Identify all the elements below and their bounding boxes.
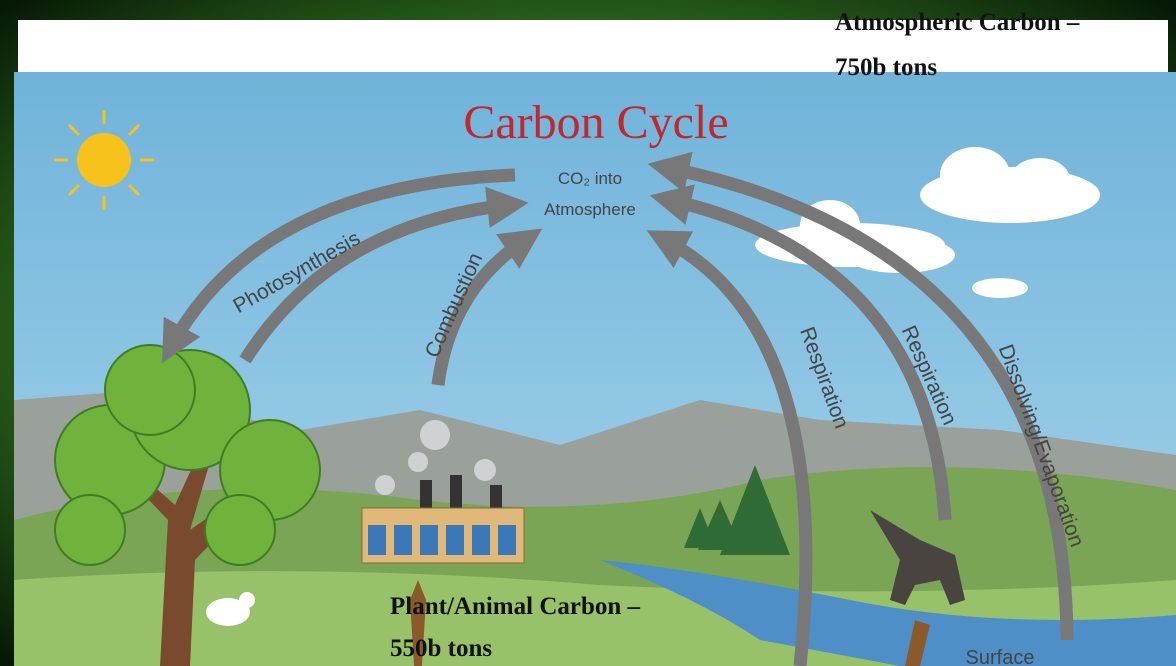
atmospheric-note: Atmospheric Carbon – xyxy=(835,9,1080,36)
page: Carbon Cycle CO₂ into Atmosphere Photosy… xyxy=(0,0,1176,666)
plant-animal-note: Plant/Animal Carbon – xyxy=(390,593,641,620)
plant-animal-note: 550b tons xyxy=(390,635,492,662)
carbon-cycle-diagram: Carbon Cycle CO₂ into Atmosphere Photosy… xyxy=(0,0,1176,666)
title: Carbon Cycle xyxy=(463,96,728,149)
center-label: CO₂ into xyxy=(558,169,622,188)
center-label: Atmosphere xyxy=(544,200,636,219)
surface-label: Surface xyxy=(966,647,1035,666)
atmospheric-note: 750b tons xyxy=(835,54,937,81)
